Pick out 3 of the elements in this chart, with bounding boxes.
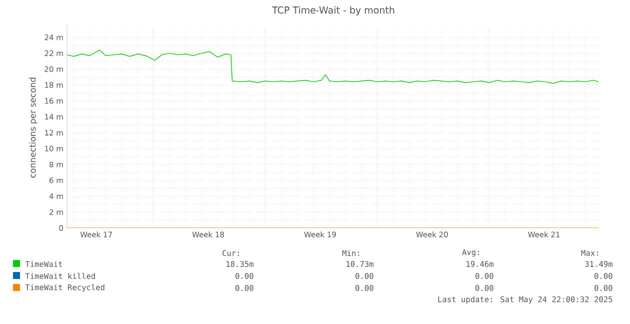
y-axis-title: connections per second: [29, 78, 38, 178]
chart-title: TCP Time-Wait - by month: [272, 6, 394, 16]
line-series: [67, 50, 600, 84]
